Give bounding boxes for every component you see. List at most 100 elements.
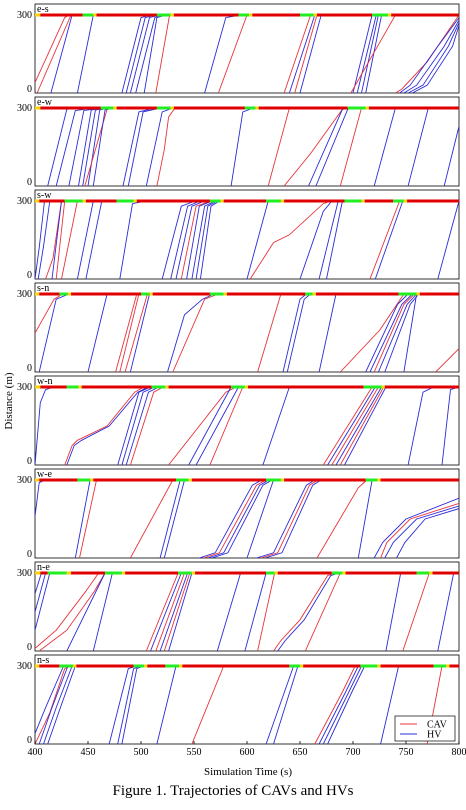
y-tick-label: 300 (17, 289, 32, 300)
cav-trajectory (124, 293, 148, 372)
signal-yellow-segment (300, 664, 304, 668)
signal-green-segment (231, 385, 245, 389)
cav-trajectory (191, 665, 225, 744)
signal-red-segment (364, 199, 394, 203)
cav-trajectory (294, 14, 318, 93)
cav-trajectory (115, 293, 138, 372)
signal-yellow-segment (93, 13, 97, 17)
hv-trajectory (76, 200, 94, 279)
signal-yellow-segment (249, 13, 253, 17)
hv-trajectory (47, 665, 76, 744)
signal-green-segment (151, 385, 166, 389)
x-tick-label: 550 (187, 747, 202, 758)
signal-green-segment (433, 664, 447, 668)
hv-trajectory (74, 479, 91, 558)
hv-trajectory (365, 293, 409, 372)
signal-yellow-segment (35, 478, 40, 482)
cav-trajectory (314, 665, 356, 744)
cav-trajectory (35, 14, 70, 83)
signal-yellow-segment (220, 199, 224, 203)
hv-trajectory (121, 665, 145, 744)
hv-trajectory (117, 386, 151, 465)
hv-trajectory (407, 107, 429, 186)
hv-trajectory (246, 479, 274, 558)
signal-green-segment (266, 571, 275, 575)
hv-trajectory (191, 200, 216, 279)
cav-trajectory (260, 479, 319, 558)
cav-trajectory (209, 386, 244, 465)
y-tick-label: 0 (27, 363, 32, 374)
signal-yellow-segment (133, 199, 137, 203)
signal-bar (35, 571, 459, 575)
signal-green-segment (360, 664, 378, 668)
hv-trajectory (175, 200, 205, 279)
panel-label: s-w (37, 190, 52, 201)
cav-trajectory (369, 200, 401, 279)
cav-trajectory (257, 293, 282, 372)
signal-yellow-segment (179, 664, 183, 668)
hv-trajectory (211, 479, 273, 558)
hv-trajectory (380, 665, 400, 744)
hv-trajectory (127, 107, 161, 186)
signal-yellow-segment (191, 571, 196, 575)
hv-trajectory (403, 19, 459, 93)
panel-n-e: n-e 300 0 (17, 561, 460, 653)
signal-red-segment (345, 571, 417, 575)
panel-label: w-e (37, 469, 53, 480)
hv-trajectory (374, 200, 404, 279)
y-tick-label: 0 (27, 456, 32, 467)
hv-trajectory (35, 386, 55, 465)
cav-trajectory (331, 386, 379, 465)
signal-green-segment (372, 13, 388, 17)
hv-trajectory (385, 572, 402, 651)
cav-trajectory (35, 293, 63, 334)
cav-trajectory (145, 572, 179, 651)
signal-red-segment (368, 106, 459, 110)
x-tick-label: 500 (134, 747, 149, 758)
signal-green-segment (266, 478, 281, 482)
panel-label: e-w (37, 97, 53, 108)
y-tick-label: 300 (17, 568, 32, 579)
signal-red-segment (384, 385, 459, 389)
signal-green-segment (331, 571, 343, 575)
signal-yellow-segment (188, 478, 192, 482)
signal-red-segment (284, 199, 345, 203)
signal-green-segment (59, 664, 74, 668)
signal-yellow-segment (35, 106, 41, 110)
hv-trajectory (443, 126, 459, 186)
panel-w-n: w-n 300 0 (17, 375, 460, 467)
hv-trajectory (441, 386, 459, 465)
signal-green-segment (47, 571, 67, 575)
signal-red-segment (96, 13, 157, 17)
signal-green-segment (156, 106, 171, 110)
signal-red-segment (71, 292, 141, 296)
x-tick-label: 400 (28, 747, 43, 758)
x-tick-label: 450 (81, 747, 96, 758)
signal-red-segment (40, 106, 101, 110)
signal-yellow-segment (67, 292, 72, 296)
cav-trajectory (257, 572, 276, 651)
x-tick-label: 750 (399, 747, 414, 758)
signal-green-segment (300, 13, 314, 17)
signal-bar (35, 13, 459, 17)
hv-trajectory (159, 572, 189, 651)
hv-trajectory (121, 386, 155, 465)
hv-trajectory (322, 665, 362, 744)
hv-trajectory (230, 107, 254, 186)
signal-red-segment (39, 478, 78, 482)
hv-trajectory (318, 200, 339, 279)
signal-bar (35, 199, 459, 203)
hv-trajectory (277, 572, 340, 651)
cav-trajectory (180, 200, 212, 279)
signal-yellow-segment (113, 106, 117, 110)
signal-green-segment (398, 292, 417, 296)
signal-red-segment (248, 385, 364, 389)
signal-red-segment (76, 664, 134, 668)
signal-yellow-segment (429, 571, 433, 575)
cav-trajectory (156, 107, 176, 186)
signal-bar (35, 385, 459, 389)
hv-trajectory (264, 479, 322, 558)
panel-label: w-n (37, 376, 53, 387)
cav-trajectory (35, 572, 99, 649)
hv-trajectory (412, 25, 459, 93)
